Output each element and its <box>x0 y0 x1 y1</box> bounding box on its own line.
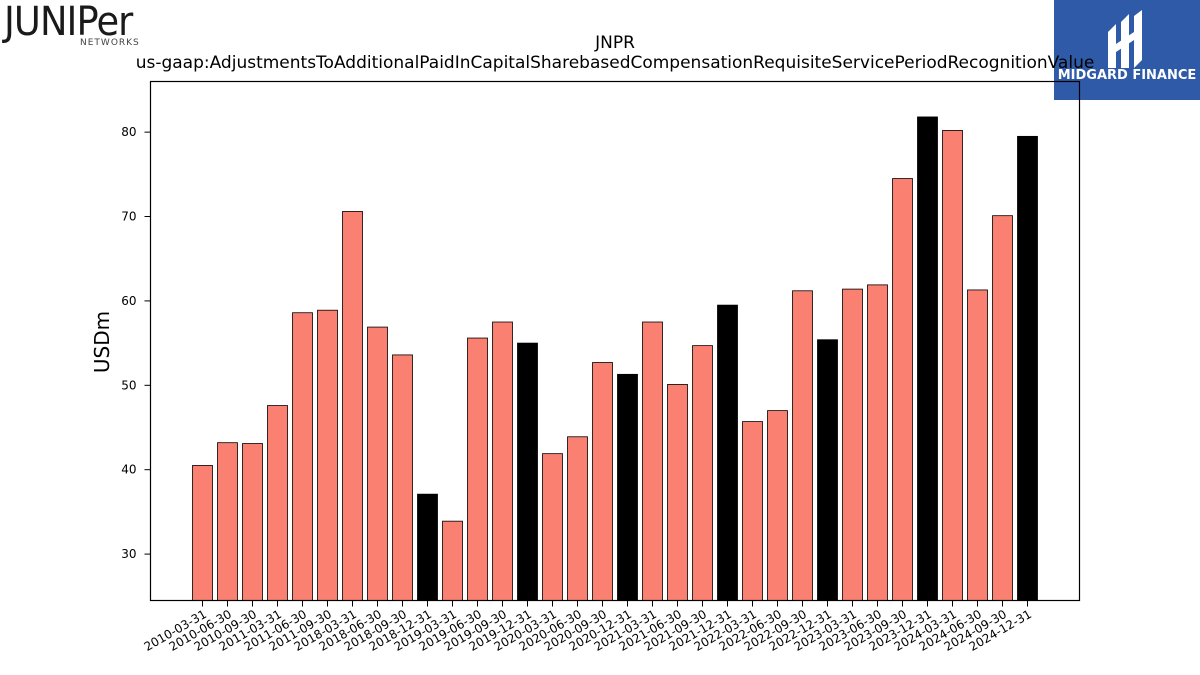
x-ticks-group: 2010-03-312010-06-302010-09-302011-03-31… <box>142 600 1034 654</box>
bar-2020-06-30 <box>567 436 588 601</box>
bar-2021-06-30 <box>667 384 688 601</box>
bar-2020-03-31 <box>542 453 563 601</box>
bar-2011-03-31 <box>267 405 288 601</box>
bar-2010-03-31 <box>192 465 213 601</box>
y-tick-label: 50 <box>121 378 136 392</box>
bar-2024-12-31 <box>1017 135 1038 601</box>
bar-2021-12-31 <box>717 304 738 601</box>
bar-2023-12-31 <box>917 116 938 601</box>
bar-2024-06-30 <box>967 289 988 601</box>
bar-2011-06-30 <box>292 312 313 601</box>
juniper-subtitle: NETWORKS <box>80 38 140 48</box>
bar-2018-06-30 <box>367 326 388 601</box>
juniper-wordmark: JUNIPer <box>4 0 133 45</box>
bar-2018-12-31 <box>417 493 438 601</box>
bar-2023-09-30 <box>892 178 913 601</box>
y-axis-label: USDm <box>90 311 114 373</box>
bar-2023-03-31 <box>842 288 863 601</box>
bar-2010-09-30 <box>242 443 263 601</box>
chart-title: JNPR <box>594 33 635 53</box>
bar-2019-12-31 <box>517 342 538 601</box>
bar-2018-03-31 <box>342 211 363 601</box>
bar-2020-12-31 <box>617 373 638 601</box>
chart-subtitle: us-gaap:AdjustmentsToAdditionalPaidInCap… <box>136 53 1095 73</box>
y-ticks-group: 30 40 50 60 70 80 <box>121 125 151 561</box>
y-tick-label: 40 <box>121 463 136 477</box>
y-tick-label: 30 <box>121 547 136 561</box>
bar-2024-09-30 <box>992 215 1013 601</box>
y-tick-label: 60 <box>121 294 136 308</box>
bar-2010-06-30 <box>217 442 238 601</box>
juniper-networks-logo: JUNIPer NETWORKS <box>4 0 164 48</box>
plot-frame <box>149 80 1081 602</box>
midgard-finance-name: MIDGARD FINANCE <box>1057 68 1197 83</box>
bar-2019-09-30 <box>492 321 513 601</box>
bar-2022-03-31 <box>742 421 763 601</box>
bar-2023-06-30 <box>867 284 888 601</box>
bar-2011-09-30 <box>317 309 338 601</box>
midgard-finance-logo: MIDGARD FINANCE <box>1054 0 1200 100</box>
bar-2021-03-31 <box>642 321 663 601</box>
bars-group <box>192 116 1038 601</box>
y-tick-label: 70 <box>121 210 136 224</box>
y-tick-label: 80 <box>121 125 136 139</box>
bar-2022-09-30 <box>792 290 813 601</box>
bar-2019-03-31 <box>442 520 463 601</box>
bar-2021-09-30 <box>692 345 713 601</box>
bar-2024-03-31 <box>942 130 963 601</box>
bar-2018-09-30 <box>392 354 413 601</box>
midgard-mark-icon <box>1108 10 1142 68</box>
bar-2020-09-30 <box>592 362 613 601</box>
bar-2022-06-30 <box>767 410 788 601</box>
bar-2019-06-30 <box>467 337 488 601</box>
bar-2022-12-31 <box>817 339 838 601</box>
